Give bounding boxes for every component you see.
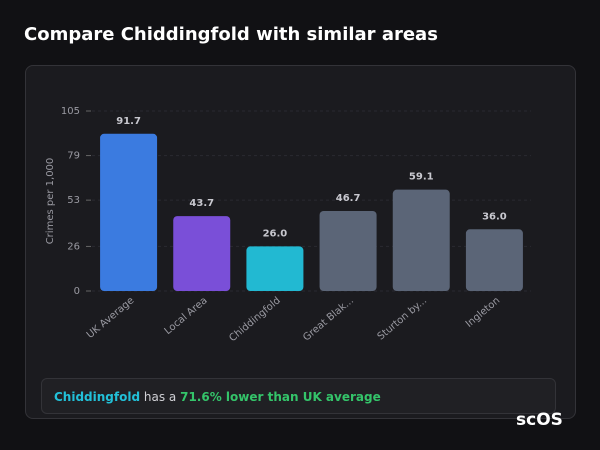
y-axis-label: Crimes per 1,000 bbox=[45, 158, 56, 245]
value-label: 46.7 bbox=[336, 193, 361, 204]
y-tick-label: 0 bbox=[74, 286, 80, 297]
summary-highlight: 71.6% lower than UK average bbox=[180, 390, 381, 404]
y-tick-label: 53 bbox=[67, 195, 80, 206]
y-tick-label: 26 bbox=[67, 241, 80, 252]
bar bbox=[465, 229, 523, 291]
x-tick-label: Ingleton bbox=[464, 295, 502, 330]
summary-text: has a bbox=[143, 390, 177, 404]
bar bbox=[173, 216, 231, 291]
x-tick-label: Local Area bbox=[163, 295, 210, 337]
y-tick-label: 79 bbox=[67, 151, 80, 162]
bar bbox=[392, 189, 450, 291]
x-tick-label: Sturton by... bbox=[376, 295, 430, 342]
x-tick-label: Great Blak... bbox=[301, 295, 356, 343]
bar bbox=[319, 210, 377, 291]
bar bbox=[100, 133, 158, 291]
summary: Chiddingfold has a 71.6% lower than UK a… bbox=[41, 378, 556, 414]
value-label: 43.7 bbox=[189, 198, 214, 209]
x-tick-label: Chiddingfold bbox=[227, 295, 282, 344]
value-label: 91.7 bbox=[116, 116, 141, 127]
value-label: 26.0 bbox=[263, 228, 288, 239]
value-label: 59.1 bbox=[409, 172, 434, 183]
page-title: Compare Chiddingfold with similar areas bbox=[24, 24, 438, 45]
logo: scOS bbox=[516, 410, 563, 430]
x-tick-label: UK Average bbox=[85, 295, 137, 341]
value-label: 36.0 bbox=[482, 211, 507, 222]
summary-area: Chiddingfold bbox=[54, 390, 141, 404]
bar bbox=[246, 246, 304, 291]
y-tick-label: 105 bbox=[61, 106, 80, 117]
